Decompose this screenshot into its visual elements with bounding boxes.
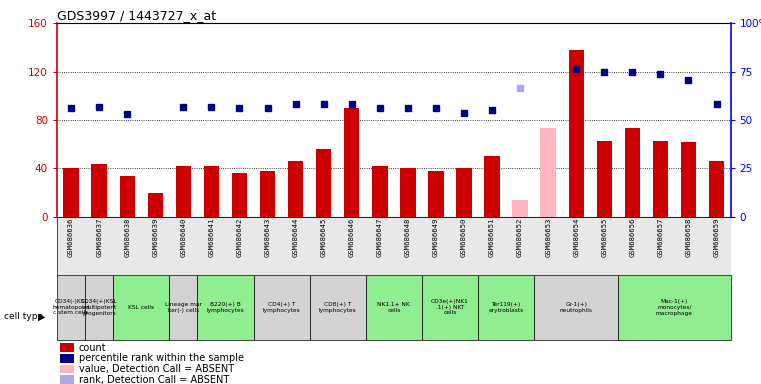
Text: Lineage mar
ker(-) cells: Lineage mar ker(-) cells — [165, 302, 202, 313]
Text: cell type: cell type — [4, 312, 43, 321]
Text: GSM686659: GSM686659 — [714, 218, 720, 258]
Bar — [708, 161, 724, 217]
Text: GSM686656: GSM686656 — [629, 218, 635, 258]
Bar — [400, 169, 416, 217]
Bar — [119, 176, 135, 217]
Text: GSM686658: GSM686658 — [686, 218, 692, 258]
Text: CD8(+) T
lymphocytes: CD8(+) T lymphocytes — [319, 302, 357, 313]
FancyBboxPatch shape — [310, 275, 366, 340]
Bar — [372, 166, 387, 217]
FancyBboxPatch shape — [57, 275, 85, 340]
Text: GSM686636: GSM686636 — [68, 218, 74, 258]
Text: GSM686637: GSM686637 — [96, 218, 102, 258]
Text: GSM686645: GSM686645 — [320, 218, 326, 258]
Bar — [176, 166, 191, 217]
Text: KSL cells: KSL cells — [128, 305, 154, 310]
FancyBboxPatch shape — [478, 275, 534, 340]
Bar — [568, 50, 584, 217]
Bar — [60, 354, 74, 363]
Text: GSM686647: GSM686647 — [377, 218, 383, 258]
Text: GSM686638: GSM686638 — [124, 218, 130, 258]
Text: ▶: ▶ — [38, 312, 46, 322]
Text: GSM686657: GSM686657 — [658, 218, 664, 258]
Text: GSM686649: GSM686649 — [433, 218, 439, 258]
Text: Ter119(+)
erytroblasts: Ter119(+) erytroblasts — [489, 302, 524, 313]
FancyBboxPatch shape — [618, 275, 731, 340]
Bar — [91, 164, 107, 217]
FancyBboxPatch shape — [253, 275, 310, 340]
Text: NK1.1+ NK
cells: NK1.1+ NK cells — [377, 302, 410, 313]
FancyBboxPatch shape — [169, 275, 197, 340]
Bar — [60, 343, 74, 352]
FancyBboxPatch shape — [422, 275, 478, 340]
Bar — [63, 169, 79, 217]
Text: GSM686650: GSM686650 — [461, 218, 467, 258]
Bar — [457, 169, 472, 217]
Bar — [540, 129, 556, 217]
Bar — [288, 161, 304, 217]
Bar — [260, 171, 275, 217]
Bar — [232, 173, 247, 217]
Bar — [625, 129, 640, 217]
FancyBboxPatch shape — [113, 275, 169, 340]
FancyBboxPatch shape — [197, 275, 253, 340]
FancyBboxPatch shape — [85, 275, 113, 340]
Text: CD34(-)KSL
hematopoiet
c stem cells: CD34(-)KSL hematopoiet c stem cells — [53, 299, 90, 316]
Bar — [681, 142, 696, 217]
Text: GSM686641: GSM686641 — [209, 218, 215, 258]
Bar — [60, 375, 74, 384]
Text: CD4(+) T
lymphocytes: CD4(+) T lymphocytes — [263, 302, 301, 313]
Bar — [512, 200, 528, 217]
Text: GSM686642: GSM686642 — [237, 218, 243, 258]
Text: CD34(+)KSL
multipotent
progenitors: CD34(+)KSL multipotent progenitors — [81, 299, 117, 316]
Text: Gr-1(+)
neutrophils: Gr-1(+) neutrophils — [560, 302, 593, 313]
FancyBboxPatch shape — [366, 275, 422, 340]
Bar — [204, 166, 219, 217]
Text: count: count — [78, 343, 107, 353]
Text: GSM686643: GSM686643 — [265, 218, 271, 258]
Bar — [316, 149, 331, 217]
Text: GSM686639: GSM686639 — [152, 218, 158, 258]
Bar — [428, 171, 444, 217]
Text: value, Detection Call = ABSENT: value, Detection Call = ABSENT — [78, 364, 234, 374]
Text: GSM686654: GSM686654 — [573, 218, 579, 258]
FancyBboxPatch shape — [534, 275, 618, 340]
Bar — [60, 364, 74, 373]
Text: rank, Detection Call = ABSENT: rank, Detection Call = ABSENT — [78, 374, 229, 384]
Bar — [597, 141, 612, 217]
Text: CD3e(+)NK1
.1(+) NKT
cells: CD3e(+)NK1 .1(+) NKT cells — [431, 299, 469, 316]
Text: GSM686648: GSM686648 — [405, 218, 411, 258]
Bar — [148, 193, 163, 217]
Text: GSM686646: GSM686646 — [349, 218, 355, 258]
Bar — [484, 156, 500, 217]
Bar — [344, 108, 359, 217]
Text: B220(+) B
lymphocytes: B220(+) B lymphocytes — [206, 302, 244, 313]
Text: GDS3997 / 1443727_x_at: GDS3997 / 1443727_x_at — [57, 9, 216, 22]
Bar — [653, 141, 668, 217]
Text: GSM686655: GSM686655 — [601, 218, 607, 258]
Text: GSM686640: GSM686640 — [180, 218, 186, 258]
Text: percentile rank within the sample: percentile rank within the sample — [78, 353, 244, 363]
Text: GSM686652: GSM686652 — [517, 218, 523, 258]
Text: GSM686651: GSM686651 — [489, 218, 495, 258]
Text: Mac-1(+)
monocytes/
macrophage: Mac-1(+) monocytes/ macrophage — [656, 299, 693, 316]
Text: GSM686653: GSM686653 — [545, 218, 551, 258]
Text: GSM686644: GSM686644 — [292, 218, 298, 258]
